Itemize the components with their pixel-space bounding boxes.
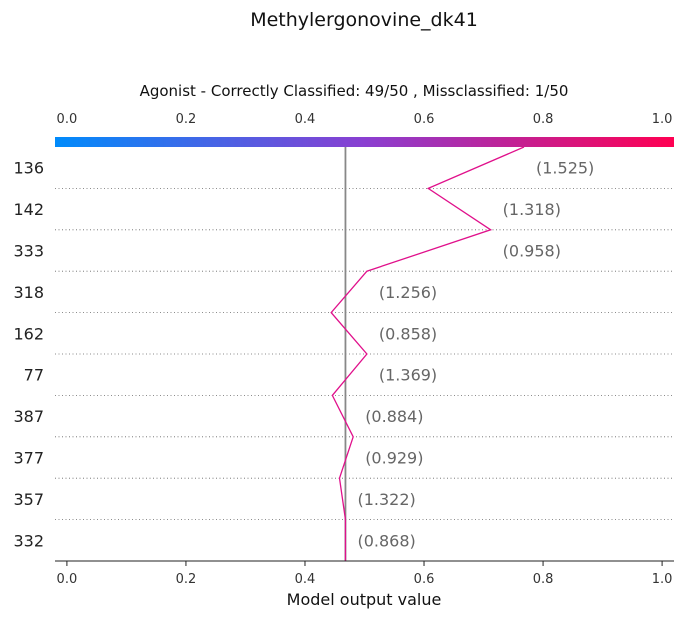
- feature-value-label: (1.525): [536, 159, 594, 178]
- feature-value-label: (1.318): [503, 200, 561, 219]
- top-tick-label: 0.2: [176, 112, 197, 127]
- feature-labels: 136 142 333 318 162 77 387 377 357 332: [13, 159, 44, 551]
- feature-label: 377: [13, 449, 44, 468]
- top-tick-label: 0.0: [57, 112, 78, 127]
- feature-label: 77: [24, 366, 44, 385]
- top-tick-label: 1.0: [652, 112, 673, 127]
- top-tick-label: 0.6: [414, 112, 435, 127]
- feature-value-label: (0.858): [379, 324, 437, 343]
- decision-path-line: [330, 146, 525, 561]
- feature-value-labels: (1.525) (1.318) (0.958) (1.256) (0.858) (1.36…: [357, 159, 594, 551]
- feature-label: 136: [13, 159, 44, 178]
- feature-label: 142: [13, 200, 44, 219]
- feature-value-label: (0.884): [365, 407, 423, 426]
- row-gridlines: [55, 187, 674, 520]
- chart-title: Methylergonovine_dk41: [250, 9, 478, 31]
- bottom-tick-label: 0.2: [176, 572, 197, 587]
- top-tick-label: 0.4: [295, 112, 316, 127]
- feature-value-label: (1.256): [379, 283, 437, 302]
- chart-subtitle: Agonist - Correctly Classified: 49/50 , …: [140, 82, 569, 100]
- feature-value-label: (0.868): [357, 531, 415, 550]
- feature-value-label: (1.322): [357, 490, 415, 509]
- feature-label: 162: [13, 324, 44, 343]
- colorbar: [55, 137, 674, 147]
- x-axis-label: Model output value: [287, 590, 442, 609]
- bottom-tick-label: 1.0: [652, 572, 673, 587]
- bottom-axis-ticks: 0.0 0.2 0.4 0.6 0.8 1.0: [57, 561, 673, 587]
- top-axis-ticks: 0.0 0.2 0.4 0.6 0.8 1.0: [57, 112, 673, 127]
- feature-label: 387: [13, 407, 44, 426]
- feature-value-label: (0.929): [365, 449, 423, 468]
- top-tick-label: 0.8: [533, 112, 554, 127]
- bottom-tick-label: 0.0: [57, 572, 78, 587]
- feature-label: 332: [13, 531, 44, 550]
- bottom-tick-label: 0.6: [414, 572, 435, 587]
- bottom-tick-label: 0.8: [533, 572, 554, 587]
- bottom-tick-label: 0.4: [295, 572, 316, 587]
- feature-value-label: (1.369): [379, 366, 437, 385]
- feature-label: 333: [13, 242, 44, 261]
- feature-value-label: (0.958): [503, 242, 561, 261]
- feature-label: 357: [13, 490, 44, 509]
- feature-label: 318: [13, 283, 44, 302]
